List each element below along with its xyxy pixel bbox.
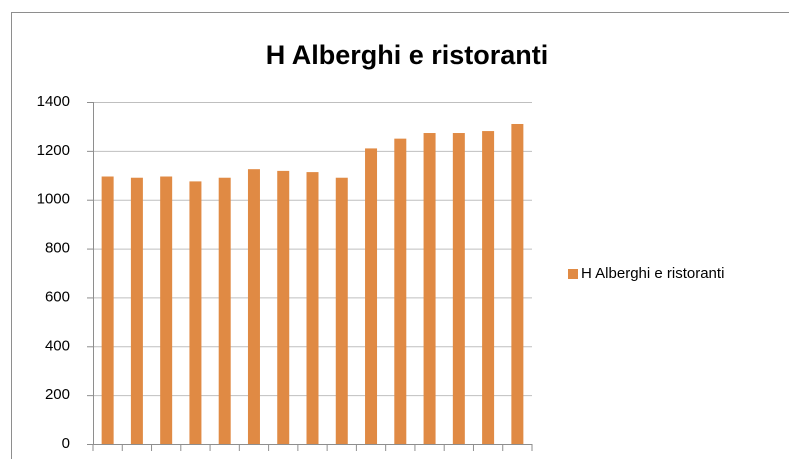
bar [247,169,260,444]
bar [218,177,231,444]
legend-swatch [568,269,578,279]
bar [394,138,407,444]
bar [160,176,173,444]
bar [423,133,436,444]
bar [189,181,202,444]
bar [335,177,348,444]
y-tick-label: 600 [45,288,70,305]
bar [306,172,319,445]
y-tick-label: 0 [62,435,70,452]
y-tick-label: 200 [45,386,70,403]
y-tick-label: 1200 [37,142,70,159]
bar [482,131,495,444]
y-tick-label: 1000 [37,191,70,208]
bar [511,123,524,444]
bar [130,177,143,444]
legend-label: H Alberghi e ristoranti [581,265,724,282]
y-tick-label: 400 [45,337,70,354]
bar [101,176,114,444]
bar [365,148,378,444]
y-tick-label: 800 [45,240,70,257]
bar [452,133,465,444]
y-tick-label: 1400 [37,93,70,110]
bar [277,170,290,445]
chart-title: H Alberghi e ristoranti [266,40,549,70]
